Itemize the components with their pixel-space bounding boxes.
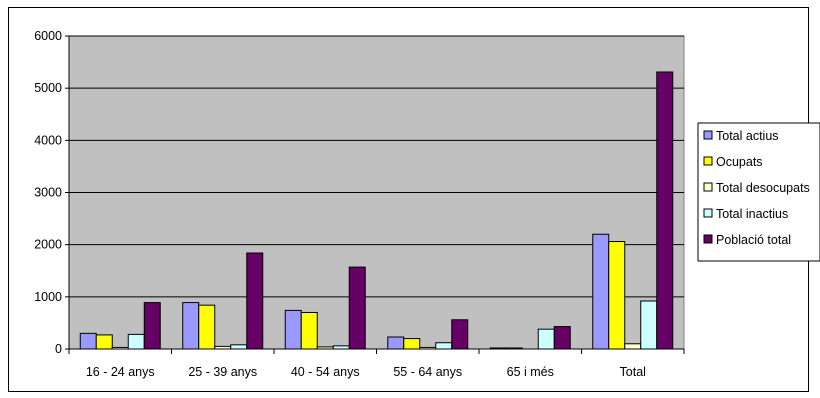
bar — [198, 304, 216, 350]
bar — [387, 336, 405, 350]
bar — [230, 344, 248, 350]
x-category-label: 40 - 54 anys — [291, 365, 360, 379]
legend-swatch — [703, 208, 713, 218]
x-category-label: Total — [620, 365, 646, 379]
legend-label: Ocupats — [716, 155, 763, 169]
y-tick-label: 5000 — [34, 81, 62, 95]
x-category-labels: 16 - 24 anys 25 - 39 anys 40 - 54 anys 55 -… — [86, 365, 646, 379]
bar — [300, 311, 318, 350]
bars — [79, 71, 674, 350]
x-category-label: 25 - 39 anys — [188, 365, 257, 379]
bar — [246, 252, 264, 350]
bar — [656, 71, 674, 350]
legend-swatch — [703, 156, 713, 166]
y-tick-label: 2000 — [34, 238, 62, 252]
y-tick-label: 3000 — [34, 186, 62, 200]
x-category-label: 65 i més — [507, 365, 554, 379]
bar — [553, 326, 571, 350]
axes — [65, 35, 685, 354]
x-category-label: 16 - 24 anys — [86, 365, 155, 379]
bar — [182, 302, 200, 350]
bar — [537, 328, 555, 350]
legend-label: Total desocupats — [716, 181, 810, 195]
bar — [79, 332, 97, 350]
bar — [608, 241, 626, 350]
bar — [451, 319, 469, 350]
legend-swatch — [703, 130, 713, 140]
bar — [624, 343, 642, 350]
gridlines — [69, 35, 684, 298]
legend-label: Població total — [716, 233, 791, 247]
bar — [143, 302, 161, 350]
bar — [127, 333, 145, 350]
bar — [435, 342, 453, 350]
legend-swatch — [703, 234, 713, 244]
y-tick-label: 6000 — [34, 29, 62, 43]
y-tick-label: 0 — [55, 342, 62, 356]
x-category-label: 55 - 64 anys — [393, 365, 462, 379]
bar — [592, 233, 610, 350]
bar — [403, 338, 421, 350]
legend-box — [697, 122, 820, 262]
bar — [640, 300, 658, 350]
bar — [95, 334, 113, 350]
legend-label: Total actius — [716, 129, 779, 143]
y-tick-label: 4000 — [34, 133, 62, 147]
legend-swatch — [703, 182, 713, 192]
bar — [348, 266, 366, 350]
y-tick-label: 1000 — [34, 290, 62, 304]
legend: Total actius Ocupats Total desocupats Total… — [697, 122, 820, 262]
y-tick-labels: 0 1000 2000 3000 4000 5000 6000 — [34, 29, 62, 356]
legend-label: Total inactius — [716, 207, 788, 221]
bar — [284, 309, 302, 350]
